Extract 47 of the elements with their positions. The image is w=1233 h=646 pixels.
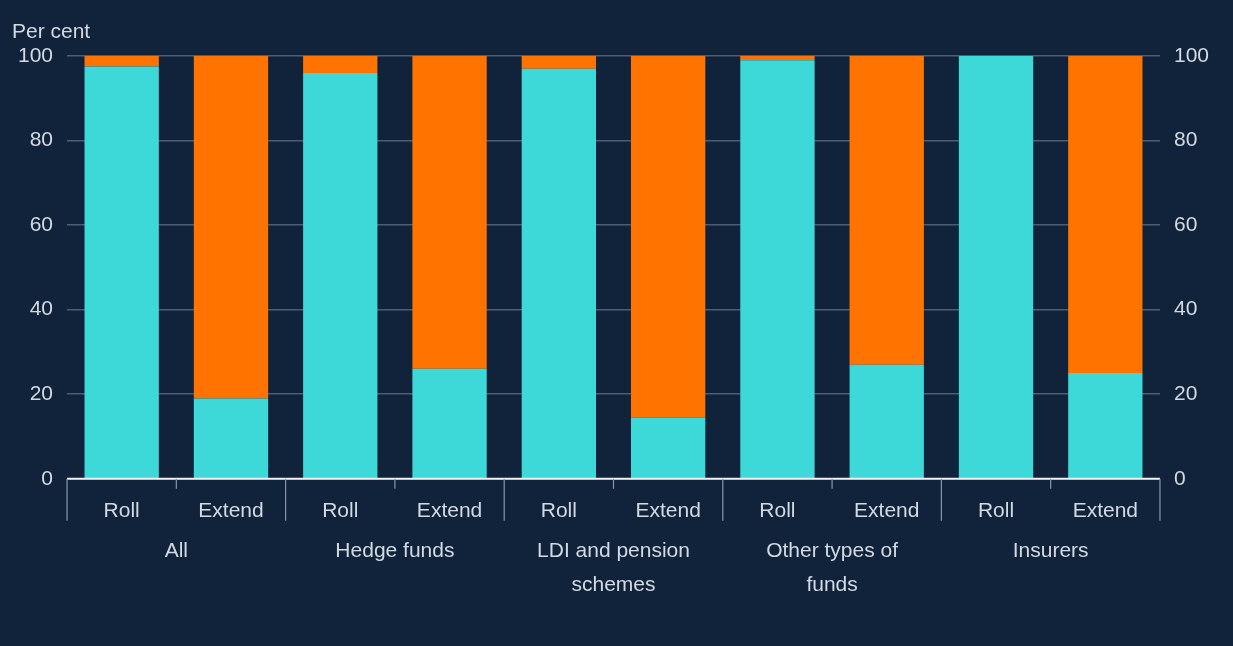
bar bbox=[849, 56, 924, 365]
y2-tick-label: 20 bbox=[1173, 381, 1198, 405]
bar bbox=[630, 417, 706, 479]
text: Other types of funds bbox=[766, 538, 899, 596]
y-tick-label: 20 bbox=[29, 381, 54, 405]
y2-tick-label: 80 bbox=[1173, 127, 1198, 151]
bar bbox=[521, 56, 597, 69]
bar bbox=[303, 72, 378, 479]
y-tick-label: 100 bbox=[17, 42, 54, 66]
x-tick-label: Roll bbox=[759, 498, 796, 522]
y-axis-title: Per cent bbox=[12, 19, 91, 42]
x-tick-label: Roll bbox=[322, 498, 359, 522]
bar bbox=[740, 56, 815, 61]
x-tick-label: Roll bbox=[977, 498, 1015, 522]
bar bbox=[1068, 373, 1143, 479]
y-tick-label: 40 bbox=[29, 296, 54, 320]
bar bbox=[630, 56, 706, 418]
bar bbox=[193, 398, 269, 479]
x-tick-label: Extend bbox=[854, 498, 920, 522]
text: Hedge funds bbox=[335, 538, 455, 562]
y-tick-label: 0 bbox=[41, 465, 54, 489]
bar bbox=[412, 368, 487, 479]
text: LDI and pension schemes bbox=[537, 538, 690, 596]
x-tick-label: Roll bbox=[103, 498, 140, 522]
x-tick-label: Extend bbox=[635, 498, 701, 522]
bar bbox=[84, 66, 159, 479]
text: All bbox=[164, 538, 188, 562]
bar bbox=[193, 56, 269, 399]
x-tick-label: Roll bbox=[540, 498, 577, 522]
y2-tick-label: 40 bbox=[1173, 296, 1198, 320]
y2-tick-label: 0 bbox=[1173, 465, 1186, 489]
y2-tick-label: 100 bbox=[1173, 42, 1210, 66]
y-tick-label: 80 bbox=[29, 127, 54, 151]
bar bbox=[84, 56, 159, 67]
bar bbox=[412, 56, 487, 369]
x-tick-label: Extend bbox=[416, 498, 483, 522]
y-tick-label: 60 bbox=[29, 211, 54, 235]
bar bbox=[740, 60, 815, 479]
bar bbox=[521, 68, 597, 479]
y2-tick-label: 60 bbox=[1173, 211, 1198, 235]
bar bbox=[303, 56, 378, 73]
x-tick-label: Extend bbox=[1072, 498, 1139, 522]
bar bbox=[849, 364, 924, 479]
text: Insurers bbox=[1012, 538, 1089, 562]
x-tick-label: Extend bbox=[198, 498, 264, 522]
bar bbox=[958, 56, 1034, 479]
bar bbox=[1068, 56, 1143, 374]
